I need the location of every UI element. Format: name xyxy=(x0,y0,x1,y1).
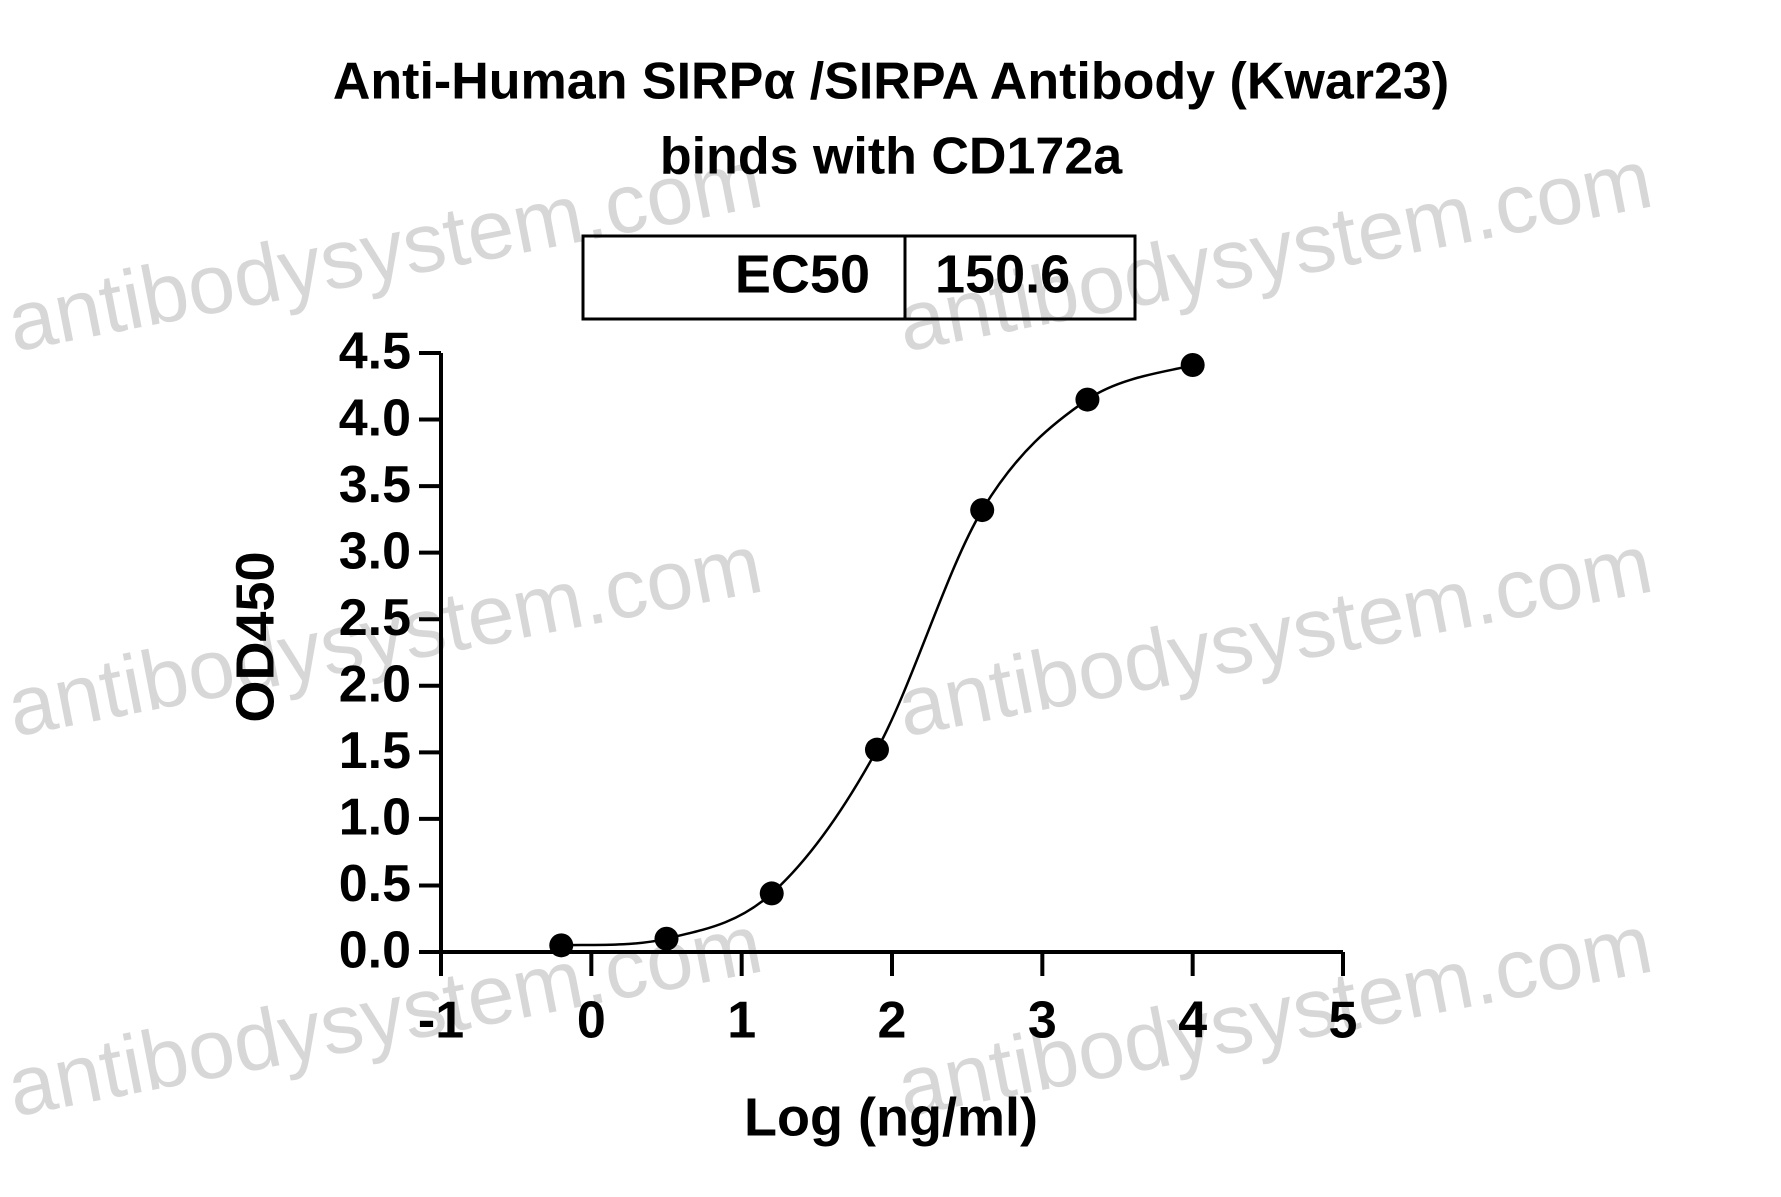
y-tick-label: 4.0 xyxy=(339,389,411,447)
data-point xyxy=(654,926,679,951)
ec50-label: EC50 xyxy=(735,244,870,304)
y-tick-label: 0.0 xyxy=(339,922,411,980)
y-tick-label: 4.5 xyxy=(339,323,411,381)
data-point xyxy=(549,933,574,958)
data-point xyxy=(1180,352,1205,377)
chart-title: binds with CD172a xyxy=(660,128,1123,186)
data-point xyxy=(1075,387,1100,412)
x-tick-label: 2 xyxy=(878,992,907,1050)
x-tick-label: 3 xyxy=(1028,992,1057,1050)
y-axis-label: OD450 xyxy=(225,551,285,722)
x-tick-label: -1 xyxy=(418,992,464,1050)
x-axis-label: Log (ng/ml) xyxy=(744,1087,1038,1147)
y-tick-label: 1.0 xyxy=(339,789,411,847)
y-tick-label: 2.0 xyxy=(339,656,411,714)
data-point xyxy=(759,881,784,906)
ec50-box xyxy=(581,234,1137,321)
ec50-value: 150.6 xyxy=(935,244,1070,304)
y-tick-label: 1.5 xyxy=(339,722,411,780)
y-tick-label: 3.0 xyxy=(339,522,411,580)
y-tick-label: 3.5 xyxy=(339,456,411,514)
x-tick-label: 0 xyxy=(577,992,606,1050)
chart-title: Anti-Human SIRPα /SIRPA Antibody (Kwar23… xyxy=(333,53,1449,111)
x-tick-label: 1 xyxy=(727,992,756,1050)
watermark: antibodysystem.com xyxy=(890,516,1660,754)
y-tick-label: 0.5 xyxy=(339,855,411,913)
x-tick-label: 5 xyxy=(1329,992,1358,1050)
data-point xyxy=(864,737,889,762)
x-tick-label: 4 xyxy=(1178,992,1207,1050)
data-point xyxy=(970,498,995,523)
y-tick-label: 2.5 xyxy=(339,589,411,647)
